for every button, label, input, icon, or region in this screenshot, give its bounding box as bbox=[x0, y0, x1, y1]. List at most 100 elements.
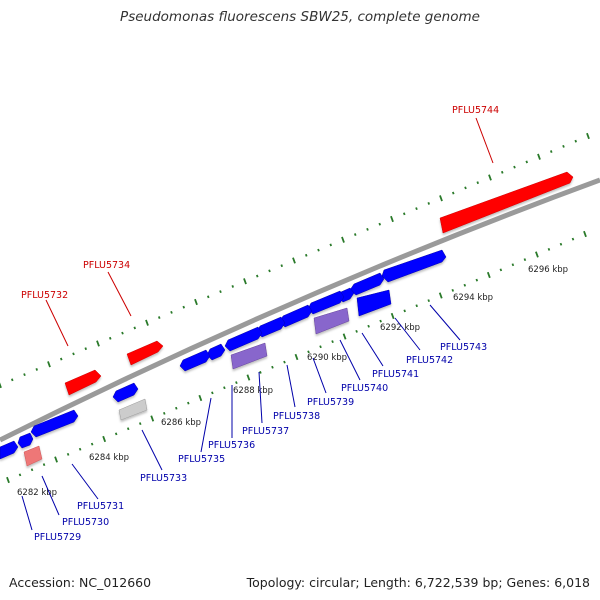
label-PFLU5742[interactable]: PFLU5742 bbox=[406, 355, 453, 366]
upper-tick-17 bbox=[206, 295, 210, 299]
leader-PFLU5731 bbox=[71, 463, 99, 500]
upper-tick-37 bbox=[451, 191, 455, 195]
gene-PFLU5730-pale[interactable] bbox=[23, 445, 43, 467]
upper-tick-21 bbox=[255, 274, 259, 278]
upper-tick-0 bbox=[0, 381, 2, 389]
upper-tick-42 bbox=[513, 165, 516, 169]
lower-tick-24 bbox=[294, 353, 299, 361]
gene-PFLU5744[interactable] bbox=[439, 171, 574, 234]
gene-PFLU5737[interactable] bbox=[224, 326, 263, 352]
upper-tick-25 bbox=[304, 253, 308, 257]
lower-tick-19 bbox=[235, 381, 238, 385]
lower-tick-41 bbox=[499, 268, 503, 272]
upper-tick-39 bbox=[476, 181, 480, 185]
label-PFLU5737[interactable]: PFLU5737 bbox=[242, 426, 289, 437]
leader-PFLU5741 bbox=[361, 332, 384, 367]
lower-tick-36 bbox=[438, 292, 443, 299]
lower-tick-21 bbox=[259, 370, 262, 374]
upper-tick-24 bbox=[292, 257, 296, 264]
kbp-label-6284: 6284 kbp bbox=[89, 453, 129, 463]
label-PFLU5744[interactable]: PFLU5744 bbox=[452, 105, 499, 116]
lower-tick-22 bbox=[271, 365, 274, 369]
upper-tick-29 bbox=[353, 233, 357, 236]
lower-tick-40 bbox=[486, 271, 491, 279]
gene-PFLU5729[interactable] bbox=[0, 440, 19, 460]
upper-tick-32 bbox=[390, 215, 394, 223]
lower-tick-10 bbox=[126, 427, 130, 431]
label-PFLU5736[interactable]: PFLU5736 bbox=[208, 440, 255, 451]
upper-tick-7 bbox=[84, 347, 88, 351]
lower-tick-5 bbox=[66, 452, 70, 456]
lower-tick-12 bbox=[150, 415, 155, 422]
upper-tick-20 bbox=[243, 278, 247, 285]
lower-tick-27 bbox=[331, 340, 334, 344]
label-PFLU5731[interactable]: PFLU5731 bbox=[77, 501, 124, 512]
upper-tick-8 bbox=[96, 340, 100, 347]
lower-tick-28 bbox=[342, 333, 347, 340]
upper-tick-36 bbox=[439, 195, 443, 202]
gene-PFLU5733[interactable] bbox=[112, 382, 139, 403]
leader-PFLU5737 bbox=[258, 371, 263, 424]
upper-tick-row bbox=[0, 132, 590, 389]
label-PFLU5730[interactable]: PFLU5730 bbox=[62, 517, 109, 528]
gene-PFLU5734[interactable] bbox=[126, 340, 164, 366]
kbp-label-6294: 6294 kbp bbox=[453, 293, 493, 303]
lower-tick-34 bbox=[415, 304, 418, 308]
gene-PFLU5743[interactable] bbox=[381, 249, 447, 283]
upper-tick-9 bbox=[108, 336, 112, 340]
lower-tick-20 bbox=[246, 374, 251, 381]
kbp-label-6286: 6286 kbp bbox=[161, 418, 201, 428]
gene-PFLU5735[interactable] bbox=[179, 349, 211, 372]
label-PFLU5743[interactable]: PFLU5743 bbox=[440, 342, 487, 353]
label-leader-lines bbox=[21, 117, 494, 531]
label-PFLU5741[interactable]: PFLU5741 bbox=[372, 369, 419, 380]
gene-PFLU5738-pale[interactable] bbox=[230, 342, 268, 370]
leader-PFLU5735 bbox=[200, 397, 212, 453]
leader-PFLU5732 bbox=[45, 299, 69, 347]
lower-tick-38 bbox=[463, 283, 467, 287]
upper-tick-10 bbox=[121, 331, 124, 335]
lower-tick-row bbox=[6, 230, 587, 484]
lower-tick-23 bbox=[283, 360, 286, 364]
upper-tick-28 bbox=[341, 236, 345, 243]
gene-PFLU5732[interactable] bbox=[64, 369, 102, 396]
upper-tick-40 bbox=[488, 174, 492, 181]
lower-tick-8 bbox=[102, 435, 107, 443]
lower-tick-42 bbox=[511, 263, 515, 267]
gene-PFLU5733-pseudo[interactable] bbox=[118, 398, 148, 421]
lower-tick-45 bbox=[547, 247, 551, 251]
upper-tick-43 bbox=[525, 160, 529, 164]
lower-tick-43 bbox=[523, 258, 527, 262]
label-PFLU5735[interactable]: PFLU5735 bbox=[178, 454, 225, 465]
gene-labels: PFLU5744 PFLU5734 PFLU5732 PFLU5743 PFLU… bbox=[21, 105, 499, 543]
upper-tick-26 bbox=[317, 248, 320, 252]
label-PFLU5738[interactable]: PFLU5738 bbox=[273, 411, 320, 422]
gene-PFLU5742-pale[interactable] bbox=[313, 307, 350, 335]
label-PFLU5740[interactable]: PFLU5740 bbox=[341, 383, 388, 394]
leader-PFLU5729 bbox=[21, 495, 33, 531]
upper-tick-1 bbox=[10, 378, 14, 382]
kbp-label-6290: 6290 kbp bbox=[307, 353, 347, 363]
genome-title: Pseudomonas fluorescens SBW25, complete … bbox=[120, 9, 480, 25]
lower-tick-4 bbox=[54, 456, 58, 463]
label-PFLU5729[interactable]: PFLU5729 bbox=[34, 532, 81, 543]
gene-PFLU5731[interactable] bbox=[30, 409, 79, 438]
lower-tick-14 bbox=[175, 406, 178, 410]
lower-tick-6 bbox=[78, 447, 82, 451]
label-PFLU5733[interactable]: PFLU5733 bbox=[140, 473, 187, 484]
upper-tick-22 bbox=[268, 269, 271, 273]
lower-tick-16 bbox=[198, 394, 203, 402]
label-PFLU5734[interactable]: PFLU5734 bbox=[83, 260, 130, 271]
upper-tick-18 bbox=[219, 290, 222, 294]
label-PFLU5732[interactable]: PFLU5732 bbox=[21, 290, 68, 301]
leader-PFLU5742 bbox=[394, 317, 421, 351]
label-PFLU5739[interactable]: PFLU5739 bbox=[307, 397, 354, 408]
forward-strand-genes bbox=[64, 171, 574, 396]
lower-tick-18 bbox=[223, 386, 226, 390]
gene-PFLU5744-lower[interactable] bbox=[356, 289, 392, 317]
leader-PFLU5730 bbox=[41, 475, 60, 516]
gene-PFLU5730[interactable] bbox=[17, 432, 34, 449]
gene-PFLU5736[interactable] bbox=[206, 343, 226, 361]
